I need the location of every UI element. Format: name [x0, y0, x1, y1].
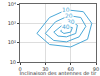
svg-text:90: 90 — [93, 66, 99, 72]
svg-text:30: 30 — [67, 18, 75, 25]
svg-text:40: 40 — [62, 23, 70, 30]
svg-text:60: 60 — [67, 66, 73, 72]
svg-text:0: 0 — [18, 66, 21, 72]
svg-text:10⁴: 10⁴ — [8, 1, 16, 7]
svg-text:10²: 10² — [8, 39, 16, 45]
svg-text:10: 10 — [10, 59, 16, 65]
svg-text:10: 10 — [62, 6, 70, 13]
svg-text:10³: 10³ — [8, 20, 16, 26]
svg-text:30: 30 — [42, 66, 48, 72]
svg-text:20: 20 — [65, 12, 73, 19]
svg-text:Inclinaison des antennes de ti: Inclinaison des antennes de tir — [20, 70, 98, 76]
